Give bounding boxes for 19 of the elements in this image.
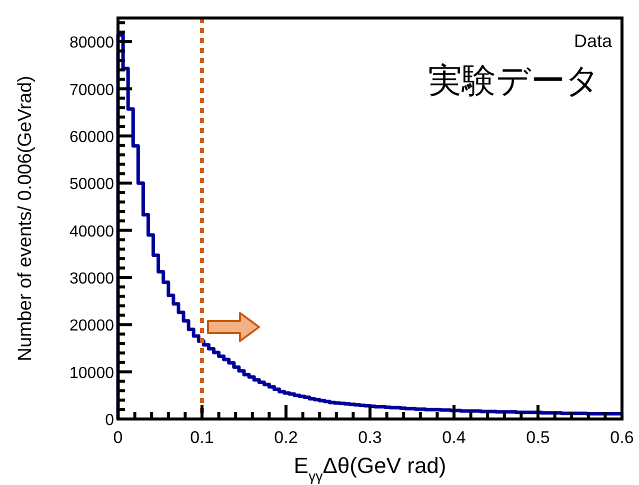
x-tick-label: 0.4: [442, 428, 466, 447]
y-tick-label: 20000: [70, 318, 114, 335]
x-tick-label: 0.3: [358, 428, 382, 447]
y-tick-label: 10000: [70, 364, 114, 382]
annotation: 実験データ: [428, 62, 600, 100]
y-tick-label: 60000: [70, 128, 114, 146]
y-tick-label: 40000: [70, 223, 114, 240]
x-axis-title: E$_{γγ}$Δθ(GeV rad): [294, 453, 446, 485]
y-tick-label: 30000: [70, 270, 114, 288]
x-tick-label: 0.1: [190, 428, 214, 447]
x-tick-label: 0.6: [610, 428, 634, 447]
y-tick-label: 80000: [70, 34, 114, 52]
y-tick-label: 0: [105, 412, 114, 429]
y-tick-label: 70000: [70, 82, 114, 99]
y-tick-label: 50000: [70, 176, 114, 194]
x-tick-label: 0.2: [274, 428, 298, 447]
annotation: Data: [574, 31, 612, 51]
y-axis-title: Number of events/ 0.006(GeVrad): [15, 76, 36, 362]
x-tick-label: 0.5: [526, 428, 550, 447]
